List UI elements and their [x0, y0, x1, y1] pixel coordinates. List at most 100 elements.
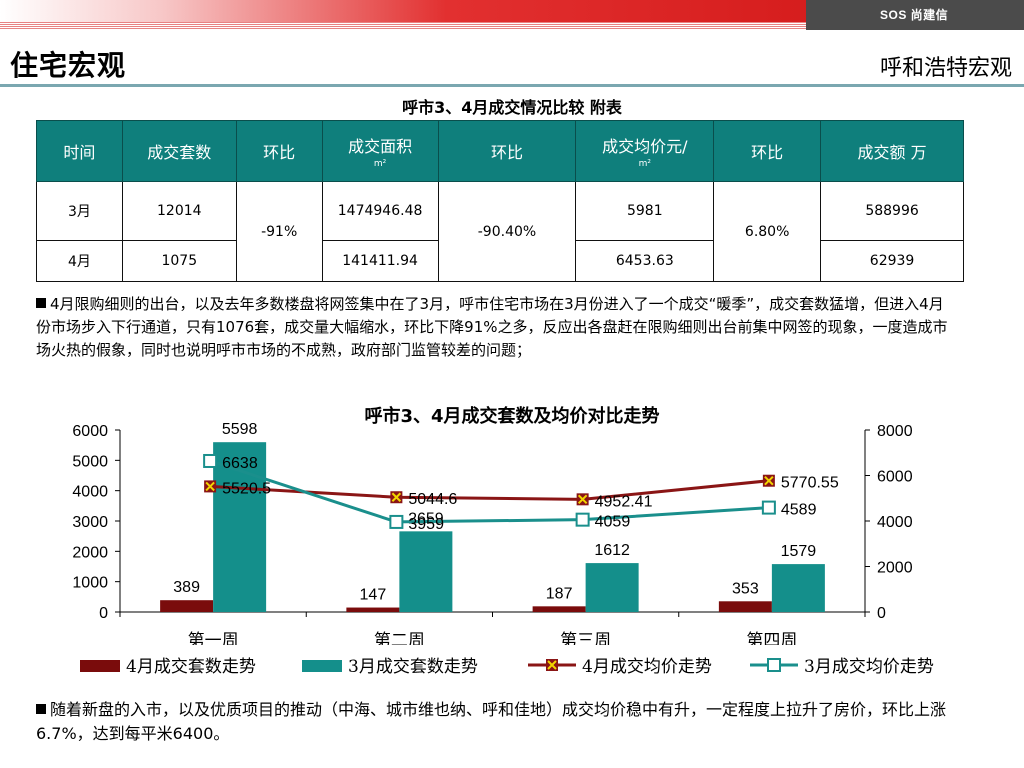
title-divider	[0, 84, 1024, 87]
cell-area: 1474946.48	[321, 181, 439, 241]
y-right-tick-label: 2000	[877, 560, 913, 577]
line-marker	[575, 512, 590, 527]
cell-time: 4月	[36, 240, 123, 282]
analysis-paragraph-1-text: 4月限购细则的出台，以及去年多数楼盘将网签集中在了3月，呼市住宅市场在3月份进入…	[36, 295, 948, 359]
bar	[160, 600, 214, 612]
combo-chart: 0 1000 2000 3000 4000 5000 6000 0 2000 4000 6000 80…	[72, 421, 913, 645]
page-subtitle: 呼和浩特宏观	[879, 56, 1012, 81]
bullet-square-icon	[36, 298, 46, 308]
line-marker-x	[577, 494, 588, 505]
y-left-tick-label: 4000	[72, 484, 108, 501]
banner-red-gradient	[0, 0, 812, 22]
top-banner: SOS 尚建信	[0, 0, 1024, 30]
col-area-ratio: 环比	[437, 120, 577, 182]
bullet-square-icon	[36, 704, 46, 714]
y-left-tick-label: 5000	[72, 453, 108, 470]
bar	[585, 563, 639, 612]
legend-swatch-dark-red-icon	[80, 659, 120, 672]
bar-value-label: 187	[546, 585, 573, 602]
analysis-paragraph-2: 随着新盘的入市，以及优质项目的推动（中海、城市维也纳、呼和佳地）成交均价稳中有升…	[36, 698, 956, 746]
col-units: 成交套数	[121, 120, 237, 182]
table-row: 3月 12014 -91% 1474946.48 -90.40% 5981 6.…	[36, 181, 964, 282]
y-right-tick-label: 0	[877, 605, 886, 622]
table-caption: 呼市3、4月成交情况比较 附表	[402, 98, 622, 117]
bar	[718, 601, 772, 612]
x-tick-label: 第三周	[560, 631, 611, 645]
cell-area-ratio: -90.40%	[437, 181, 577, 282]
y-right-tick-label: 4000	[877, 514, 913, 531]
col-area-label: 成交面积	[348, 137, 413, 156]
y-right-tick-label: 8000	[877, 423, 913, 440]
cell-time: 3月	[36, 181, 123, 241]
col-area: 成交面积 m²	[321, 120, 439, 182]
analysis-paragraph-1: 4月限购细则的出台，以及去年多数楼盘将网签集中在了3月，呼市住宅市场在3月份进入…	[36, 293, 956, 362]
x-tick-label: 第二周	[374, 631, 425, 645]
bar-value-label: 147	[360, 587, 387, 604]
cell-units: 12014	[121, 181, 237, 241]
series-line	[210, 479, 770, 501]
y-left-tick-label: 6000	[72, 423, 108, 440]
line-value-label: 4589	[781, 502, 817, 519]
brand-logo-box	[806, 0, 1024, 30]
x-tick-label: 第一周	[188, 631, 239, 645]
banner-stripes	[0, 22, 812, 30]
line-value-label: 5770.55	[781, 475, 839, 492]
col-price-ratio: 环比	[713, 120, 822, 182]
line-marker	[203, 453, 218, 468]
legend-label: 4月成交套数走势	[126, 657, 256, 677]
line-marker	[761, 500, 776, 515]
analysis-paragraph-2-text: 随着新盘的入市，以及优质项目的推动（中海、城市维也纳、呼和佳地）成交均价稳中有升…	[36, 700, 947, 743]
legend-item-apr-units: 4月成交套数走势	[80, 652, 256, 677]
chart-title: 呼市3、4月成交套数及均价对比走势	[364, 406, 660, 427]
legend-label: 4月成交均价走势	[582, 657, 712, 677]
cell-amount: 588996	[820, 181, 964, 241]
brand-logo: SOS 尚建信	[880, 8, 949, 22]
bar-value-label: 1579	[781, 543, 817, 560]
col-price-unit: m²	[638, 159, 651, 169]
y-left-tick-label: 0	[99, 605, 108, 622]
bar-value-label: 353	[732, 580, 759, 597]
line-marker	[389, 514, 404, 529]
bar	[771, 564, 825, 612]
line-marker-x	[764, 476, 774, 486]
col-time: 时间	[36, 120, 123, 182]
line-value-label: 5520.5	[222, 480, 271, 497]
legend-x-marker-icon	[528, 658, 576, 671]
col-price-label: 成交均价元/	[602, 137, 688, 156]
legend-item-mar-units: 3月成交套数走势	[302, 652, 478, 677]
line-marker-x	[391, 492, 402, 502]
transaction-table: 时间 成交套数 环比 成交面积 m² 环比 成交均价元/m² 环比 成交额 万 3…	[36, 120, 964, 282]
line-value-label: 5044.6	[408, 491, 457, 508]
legend-item-mar-price: 3月成交均价走势	[750, 652, 934, 677]
legend-swatch-teal-icon	[302, 659, 342, 672]
y-left-tick-label: 2000	[72, 544, 108, 561]
bar-value-label: 5598	[222, 421, 258, 438]
bar	[346, 607, 400, 612]
legend-label: 3月成交均价走势	[804, 657, 934, 677]
line-value-label: 6638	[222, 455, 258, 472]
cell-price-ratio: 6.80%	[713, 181, 822, 282]
bar-value-label: 1612	[594, 542, 630, 559]
cell-area: 141411.94	[321, 240, 439, 282]
legend-square-marker-icon	[750, 657, 798, 672]
line-value-label: 4059	[595, 514, 631, 531]
x-tick-label: 第四周	[746, 631, 797, 645]
col-area-unit: m²	[373, 159, 387, 169]
cell-price: 5981	[575, 181, 715, 241]
line-value-label: 4952.41	[595, 493, 653, 510]
cell-units-ratio: -91%	[235, 181, 323, 282]
bar	[399, 531, 453, 612]
y-left-tick-label: 3000	[72, 514, 108, 531]
cell-price: 6453.63	[575, 240, 715, 282]
cell-amount: 62939	[820, 240, 964, 282]
line-value-label: 3959	[408, 516, 444, 533]
col-price: 成交均价元/m²	[575, 120, 715, 182]
y-left-tick-label: 1000	[72, 575, 108, 592]
y-right-tick-label: 6000	[877, 469, 913, 486]
table-row: 4月 1075 141411.94 6453.63 62939	[36, 240, 964, 282]
chart-legend: 4月成交套数走势 3月成交套数走势 4月成交均价走势 3月成交均价走势	[70, 650, 970, 680]
legend-item-apr-price: 4月成交均价走势	[528, 652, 712, 677]
series-line	[209, 459, 769, 524]
bar	[532, 606, 586, 612]
line-marker-x	[205, 481, 215, 492]
